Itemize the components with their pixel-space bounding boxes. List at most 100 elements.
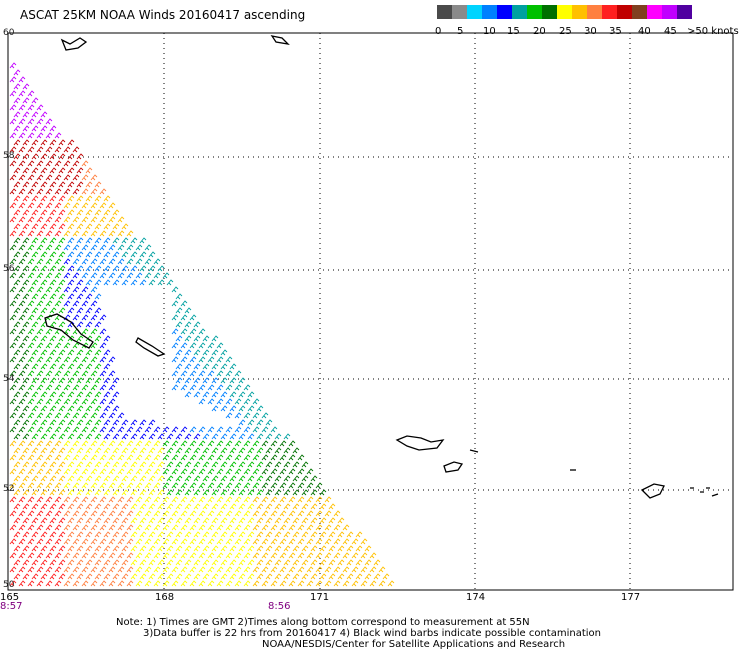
- wind-barb: [117, 272, 125, 279]
- wind-barb: [288, 482, 296, 489]
- wind-barb: [175, 307, 183, 314]
- wind-barb: [238, 391, 246, 398]
- wind-barb: [144, 510, 152, 517]
- wind-barb: [288, 552, 296, 559]
- wind-barb: [112, 419, 120, 426]
- wind-barb: [184, 447, 192, 454]
- wind-barb: [184, 545, 192, 552]
- wind-barb: [49, 433, 57, 440]
- wind-barb: [22, 223, 30, 230]
- wind-barb: [225, 370, 233, 377]
- wind-barb: [72, 384, 80, 391]
- wind-barb: [126, 552, 134, 559]
- wind-barb: [117, 440, 125, 447]
- wind-barb: [72, 566, 80, 573]
- wind-barb: [139, 531, 147, 538]
- wind-barb: [315, 482, 323, 489]
- wind-barb: [144, 272, 152, 279]
- wind-barb: [27, 272, 35, 279]
- wind-barb: [157, 517, 165, 524]
- wind-barb: [117, 412, 125, 419]
- wind-barb: [211, 503, 219, 510]
- wind-barb: [193, 489, 201, 496]
- wind-barb: [13, 195, 21, 202]
- wind-barb: [99, 426, 107, 433]
- wind-barb: [81, 454, 89, 461]
- wind-barb: [216, 482, 224, 489]
- wind-barb: [265, 517, 273, 524]
- wind-barb: [76, 419, 84, 426]
- wind-barb: [139, 517, 147, 524]
- wind-barb: [67, 363, 75, 370]
- wind-barb: [130, 531, 138, 538]
- wind-barb: [108, 258, 116, 265]
- wind-barb: [202, 573, 210, 580]
- wind-barb: [22, 475, 30, 482]
- wind-barb: [229, 405, 237, 412]
- wind-barb: [252, 468, 260, 475]
- wind-barb: [45, 440, 53, 447]
- wind-barb: [9, 202, 17, 209]
- wind-barb: [337, 573, 345, 580]
- wind-barb: [144, 454, 152, 461]
- wind-barb: [126, 496, 134, 503]
- wind-barb: [166, 475, 174, 482]
- wind-barb: [13, 209, 21, 216]
- wind-barb: [90, 454, 98, 461]
- wind-barb: [85, 181, 93, 188]
- wind-barb: [261, 412, 269, 419]
- wind-barb: [324, 538, 332, 545]
- wind-barb: [121, 489, 129, 496]
- wind-barb: [189, 384, 197, 391]
- wind-barb: [216, 552, 224, 559]
- wind-barb: [13, 251, 21, 258]
- wind-barb: [58, 223, 66, 230]
- wind-barb: [220, 363, 228, 370]
- wind-barb: [63, 356, 71, 363]
- wind-barb: [85, 461, 93, 468]
- wind-barb: [117, 230, 125, 237]
- wind-barb: [81, 356, 89, 363]
- wind-barb: [135, 468, 143, 475]
- wind-barb: [76, 377, 84, 384]
- wind-barb: [234, 440, 242, 447]
- wind-barb: [40, 335, 48, 342]
- wind-barb: [90, 384, 98, 391]
- wind-barb: [36, 328, 44, 335]
- wind-barb: [85, 237, 93, 244]
- wind-barb: [54, 370, 62, 377]
- wind-barb: [153, 524, 161, 531]
- wind-barb: [45, 468, 53, 475]
- wind-barb: [193, 433, 201, 440]
- wind-barb: [189, 580, 197, 587]
- wind-barb: [148, 251, 156, 258]
- wind-barb: [121, 419, 129, 426]
- wind-barb: [45, 552, 53, 559]
- wind-barb: [22, 363, 30, 370]
- wind-barb: [18, 160, 26, 167]
- wind-barb: [139, 489, 147, 496]
- wind-barb: [67, 503, 75, 510]
- wind-barb: [31, 307, 39, 314]
- wind-barb: [238, 503, 246, 510]
- colorbar-label: 0: [435, 26, 442, 37]
- wind-barb: [103, 335, 111, 342]
- colorbar-swatch: [557, 5, 572, 19]
- wind-barb: [76, 391, 84, 398]
- wind-barb: [148, 433, 156, 440]
- wind-barb: [45, 496, 53, 503]
- wind-barb: [67, 167, 75, 174]
- wind-barb: [166, 517, 174, 524]
- wind-barb: [202, 559, 210, 566]
- wind-barb: [211, 405, 219, 412]
- wind-barb: [103, 503, 111, 510]
- wind-barb: [193, 335, 201, 342]
- wind-barb: [22, 349, 30, 356]
- wind-barb: [220, 391, 228, 398]
- wind-barb: [94, 181, 102, 188]
- wind-barb: [162, 482, 170, 489]
- wind-barb: [67, 433, 75, 440]
- wind-barb: [274, 433, 282, 440]
- wind-barb: [54, 300, 62, 307]
- wind-barb: [58, 363, 66, 370]
